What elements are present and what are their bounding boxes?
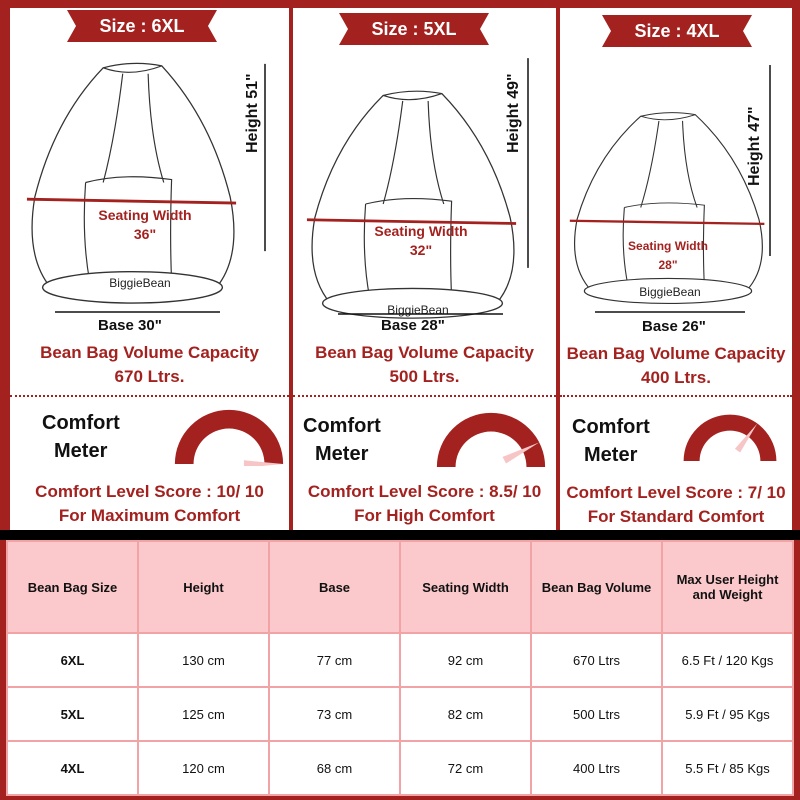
base-label: Base 30" (98, 317, 162, 334)
table-row: 4XL 120 cm 68 cm 72 cm 400 Ltrs 5.5 Ft / 85 K… (6, 740, 794, 796)
panel-5xl: Size : 5XL Seating Width 32" BiggieBean H… (293, 8, 556, 530)
header-size: Bean Bag Size (6, 540, 139, 634)
cell: 5.9 Ft / 95 Kgs (661, 686, 794, 742)
dotted-divider (560, 395, 792, 397)
gauge-needle (502, 442, 540, 464)
comfort-meter-label: Comfort (42, 412, 120, 434)
height-arrow (769, 64, 771, 257)
volume-value: 500 Ltrs. (389, 367, 460, 386)
comfort-meter-label: Comfort (303, 415, 381, 437)
cell: 5XL (6, 686, 139, 742)
seating-width-line (569, 219, 765, 226)
cell: 400 Ltrs (530, 740, 663, 796)
volume-title: Bean Bag Volume Capacity (566, 344, 786, 363)
comfort-score: Comfort Level Score : 8.5/ 10 (307, 482, 542, 501)
size-chart-table: Bean Bag Size Height Base Seating Width … (6, 540, 794, 796)
section-divider (0, 530, 800, 540)
cell: 77 cm (268, 632, 401, 688)
cell: 500 Ltrs (530, 686, 663, 742)
cell: 130 cm (137, 632, 270, 688)
cell: 72 cm (399, 740, 532, 796)
comfort-meter-label-2: Meter (315, 443, 369, 465)
size-banner: Size : 4XL (602, 15, 752, 47)
cell: 92 cm (399, 632, 532, 688)
height-label: Height 49" (505, 73, 522, 153)
gauge-arc (683, 414, 777, 461)
bean-bag-illustration (26, 62, 237, 304)
base-label: Base 28" (381, 317, 445, 334)
brand-label: BiggieBean (109, 276, 171, 290)
volume-title: Bean Bag Volume Capacity (40, 343, 259, 362)
gauge-needle (243, 460, 284, 466)
seating-width-label: Seating Width 32" (374, 223, 468, 258)
header-max-user: Max User Height and Weight (661, 540, 794, 634)
seating-width-label: Seating Width 28" (628, 239, 708, 272)
volume-value: 400 Ltrs. (641, 368, 711, 387)
dotted-divider (293, 395, 556, 397)
cell: 5.5 Ft / 85 Kgs (661, 740, 794, 796)
comfort-gauge (683, 414, 777, 461)
header-seating-width: Seating Width (399, 540, 532, 634)
gauge-arc (174, 409, 284, 464)
cell: 82 cm (399, 686, 532, 742)
comfort-score: Comfort Level Score : 10/ 10 (35, 482, 264, 501)
cell: 73 cm (268, 686, 401, 742)
bean-bag-illustration (569, 112, 765, 304)
size-banner: Size : 5XL (339, 13, 489, 45)
cell: 6XL (6, 632, 139, 688)
comfort-gauge (174, 409, 284, 466)
table-row: 5XL 125 cm 73 cm 82 cm 500 Ltrs 5.9 Ft / 95 K… (6, 686, 794, 742)
comfort-gauge (436, 412, 546, 467)
table-header-row: Bean Bag Size Height Base Seating Width … (6, 540, 794, 634)
comfort-level: For High Comfort (354, 506, 495, 525)
gauge-arc (436, 412, 546, 467)
comfort-score: Comfort Level Score : 7/ 10 (566, 483, 786, 502)
height-label: Height 47" (746, 106, 763, 186)
comfort-meter-label: Comfort (572, 416, 650, 438)
size-banner: Size : 6XL (67, 10, 217, 42)
comfort-meter-label-2: Meter (54, 440, 108, 462)
volume-title: Bean Bag Volume Capacity (315, 343, 534, 362)
comfort-level: For Standard Comfort (587, 507, 765, 526)
height-arrow (527, 58, 529, 268)
seating-width-line (26, 197, 237, 205)
seating-width-line (306, 218, 517, 225)
comfort-meter-label-2: Meter (584, 444, 638, 466)
base-arrow (338, 313, 503, 315)
volume-value: 670 Ltrs. (114, 367, 185, 386)
height-arrow (264, 63, 266, 252)
dotted-divider (10, 395, 289, 397)
comfort-level: For Maximum Comfort (58, 506, 241, 525)
header-volume: Bean Bag Volume (530, 540, 663, 634)
cell: 68 cm (268, 740, 401, 796)
cell: 4XL (6, 740, 139, 796)
base-label: Base 26" (642, 318, 706, 335)
header-height: Height (137, 540, 270, 634)
panel-6xl: Size : 6XL Seating Width 36" BiggieBean H… (10, 8, 289, 530)
cell: 670 Ltrs (530, 632, 663, 688)
table-row: 6XL 130 cm 77 cm 92 cm 670 Ltrs 6.5 Ft / 120 … (6, 632, 794, 688)
seating-width-label: Seating Width 36" (98, 207, 192, 242)
brand-label: BiggieBean (639, 285, 701, 299)
cell: 125 cm (137, 686, 270, 742)
header-base: Base (268, 540, 401, 634)
height-label: Height 51" (244, 73, 261, 153)
gauge-needle (734, 423, 758, 453)
cell: 120 cm (137, 740, 270, 796)
bean-bag-illustration (306, 90, 517, 319)
cell: 6.5 Ft / 120 Kgs (661, 632, 794, 688)
base-arrow (55, 311, 220, 313)
panel-4xl: Size : 4XL Seating Width 28" BiggieBean H… (560, 8, 792, 530)
base-arrow (595, 311, 745, 313)
